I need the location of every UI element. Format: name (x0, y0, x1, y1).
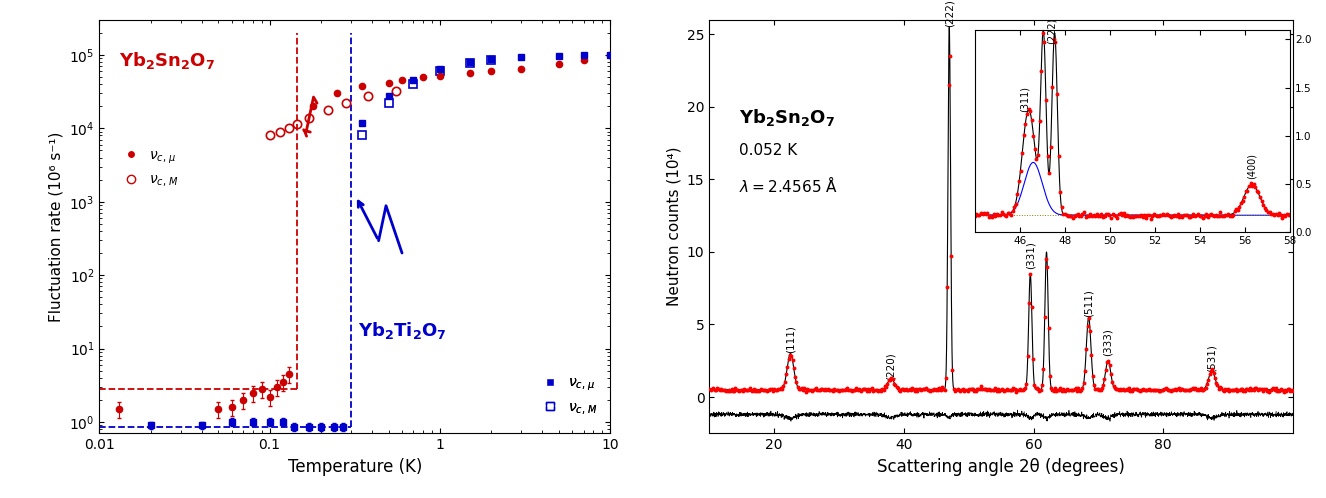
Y-axis label: Fluctuation rate (10⁶ s⁻¹): Fluctuation rate (10⁶ s⁻¹) (49, 131, 64, 322)
X-axis label: Temperature (K): Temperature (K) (288, 458, 422, 476)
Text: (111): (111) (785, 326, 796, 354)
Text: (222): (222) (944, 0, 955, 27)
Text: (333): (333) (1103, 329, 1113, 357)
Text: (511): (511) (1083, 289, 1094, 317)
Text: $\lambda = 2.4565$ Å: $\lambda = 2.4565$ Å (739, 175, 838, 195)
Text: $\mathbf{Yb_2Ti_2O_7}$: $\mathbf{Yb_2Ti_2O_7}$ (358, 320, 447, 341)
Text: (400): (400) (1246, 153, 1257, 179)
Text: $\mathbf{Yb_2Sn_2O_7}$: $\mathbf{Yb_2Sn_2O_7}$ (739, 107, 834, 128)
Text: $\mathbf{Yb_2Sn_2O_7}$: $\mathbf{Yb_2Sn_2O_7}$ (119, 50, 215, 71)
Text: 0.052 K: 0.052 K (739, 143, 797, 158)
Text: (311): (311) (1020, 86, 1029, 112)
Text: (531): (531) (1207, 345, 1217, 373)
Y-axis label: Neutron counts (10⁴): Neutron counts (10⁴) (667, 147, 682, 306)
X-axis label: Scattering angle 2θ (degrees): Scattering angle 2θ (degrees) (878, 458, 1124, 476)
Text: (222): (222) (1046, 18, 1057, 44)
Text: (331): (331) (1025, 242, 1036, 269)
Legend: $\nu_{c,\,\mu}$, $\nu_{c,\,M}$: $\nu_{c,\,\mu}$, $\nu_{c,\,M}$ (530, 371, 603, 422)
Text: (220): (220) (886, 352, 896, 379)
